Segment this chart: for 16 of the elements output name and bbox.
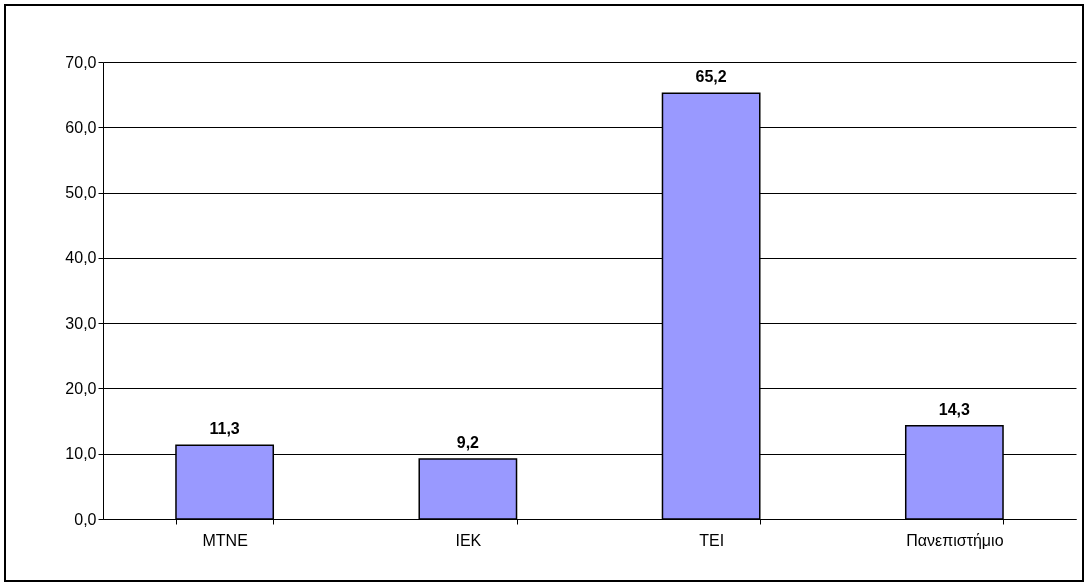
y-tick-label: 40,0: [65, 249, 97, 267]
x-tick-label: ΙΕΚ: [455, 531, 482, 549]
x-tick-label: Πανεπιστήμιο: [906, 531, 1004, 549]
y-tick-label: 70,0: [65, 53, 97, 71]
data-label: 65,2: [695, 68, 727, 86]
x-tick-label: ΜΤΝΕ: [202, 531, 248, 549]
y-tick-label: 50,0: [65, 184, 97, 202]
data-label: 9,2: [456, 433, 480, 451]
data-label: 11,3: [209, 420, 240, 438]
data-label: 14,3: [938, 400, 971, 418]
y-tick-label: 60,0: [65, 118, 97, 136]
y-tick-label: 10,0: [65, 445, 97, 463]
y-tick-label: 20,0: [65, 379, 97, 397]
y-tick-label: 30,0: [65, 314, 97, 332]
y-tick-label: 0,0: [74, 510, 97, 528]
x-tick-label: ΤΕΙ: [699, 531, 725, 549]
